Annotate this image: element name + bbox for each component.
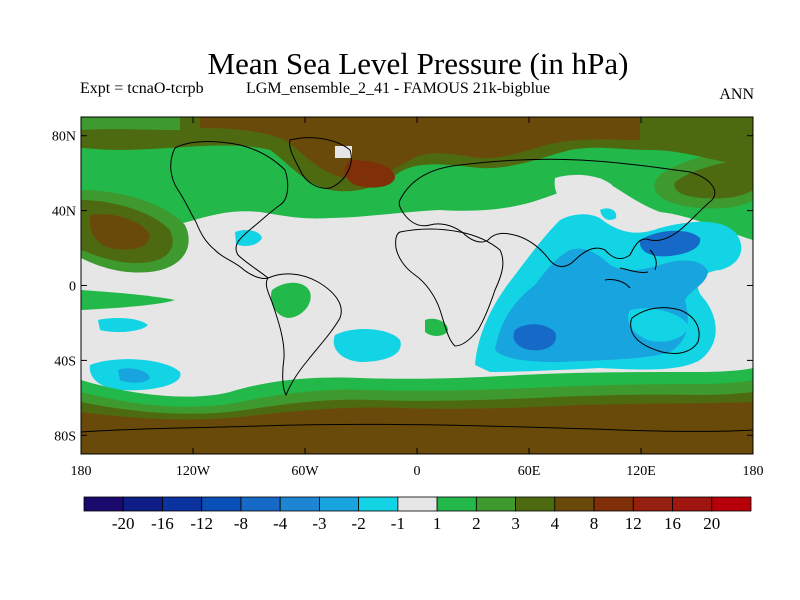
colorbar-label: 8 xyxy=(590,514,599,533)
field-blue-indian xyxy=(513,324,556,351)
lon-tick-label: 120E xyxy=(626,464,656,479)
field-npac-east-inner xyxy=(674,160,753,199)
field-cyan-australia xyxy=(628,308,688,342)
lat-tick-label: 80N xyxy=(52,130,76,145)
field-blob-amazon xyxy=(270,282,311,318)
colorbar-label: -4 xyxy=(273,514,288,533)
field-patch-1 xyxy=(335,146,352,158)
colorbar-swatch xyxy=(475,496,516,512)
latitude-axis: 80N 40N 0 40S 80S xyxy=(52,130,753,444)
coast-africa xyxy=(395,228,504,347)
field-greenland-rust xyxy=(344,160,395,188)
colorbar-swatch xyxy=(201,496,242,512)
colorbar-label: 20 xyxy=(703,514,720,533)
colorbar-swatch xyxy=(122,496,163,512)
lon-tick-label: 180 xyxy=(743,464,764,479)
colorbar-swatch xyxy=(554,496,595,512)
colorbar-swatch xyxy=(632,496,673,512)
colorbar-label: -16 xyxy=(151,514,174,533)
field-blue-westpacific xyxy=(639,230,701,257)
colorbar-label: -1 xyxy=(391,514,405,533)
coastlines xyxy=(81,137,753,433)
field-arctic-brown xyxy=(200,117,640,179)
lon-tick-label: 60W xyxy=(291,464,319,479)
colorbar-labels: -20 -16 -12 -8 -4 -3 -2 -1 1 2 3 4 8 12 16 20 xyxy=(112,514,720,533)
colorbar-swatch xyxy=(593,496,634,512)
lat-tick-label: 40N xyxy=(52,205,76,220)
field-ne-corner xyxy=(640,117,753,135)
lon-tick-label: 60E xyxy=(518,464,541,479)
colorbar-swatch xyxy=(83,496,124,512)
lat-tick-label: 80S xyxy=(54,429,76,444)
colorbar-swatch xyxy=(711,496,752,512)
field-cyan-satl xyxy=(333,328,401,362)
colorbar-label: 2 xyxy=(472,514,481,533)
colorbar-label: 3 xyxy=(511,514,520,533)
field-blob-tropical-pacific xyxy=(81,290,175,310)
colorbar-label: 4 xyxy=(551,514,560,533)
colorbar-swatch xyxy=(397,496,438,512)
colorbar-label: -3 xyxy=(312,514,326,533)
lon-tick-label: 120W xyxy=(176,464,211,479)
colorbar-swatch xyxy=(672,496,713,512)
longitude-axis: 180 120W 60W 0 60E 120E 180 xyxy=(71,117,764,479)
field-cyan-caribbean xyxy=(235,230,262,246)
experiment-label: Expt = tcnaO-tcrpb xyxy=(80,80,204,97)
field-sky-spac xyxy=(118,368,150,383)
lon-tick-label: 0 xyxy=(414,464,421,479)
lon-tick-label: 180 xyxy=(71,464,92,479)
field-cyan-pac-1 xyxy=(98,317,148,333)
coast-australia xyxy=(630,307,700,355)
season-label: ANN xyxy=(719,86,754,103)
field-npac-west-core xyxy=(89,214,150,250)
field-cyan-asia-small xyxy=(600,208,617,220)
colorbar-label: -12 xyxy=(190,514,213,533)
ensemble-label: LGM_ensemble_2_41 - FAMOUS 21k-bigblue xyxy=(246,80,551,97)
field-layer xyxy=(81,117,753,454)
coast-eurasia xyxy=(398,158,716,267)
field-antarctic-brown xyxy=(81,402,753,454)
field-nw-corner xyxy=(81,117,180,130)
colorbar-label: 12 xyxy=(625,514,642,533)
colorbar-label: -20 xyxy=(112,514,135,533)
colorbar xyxy=(83,496,752,512)
lat-tick-label: 40S xyxy=(54,354,76,369)
colorbar-swatch xyxy=(515,496,556,512)
colorbar-label: 16 xyxy=(664,514,681,533)
colorbar-swatch xyxy=(358,496,399,512)
coast-south-america xyxy=(265,273,342,397)
coast-north-america xyxy=(170,141,289,279)
coast-indonesia xyxy=(604,249,657,289)
field-blob-southatlantic xyxy=(425,318,448,336)
colorbar-label: -2 xyxy=(352,514,366,533)
map-title: Mean Sea Level Pressure (in hPa) xyxy=(207,46,629,81)
lat-tick-label: 0 xyxy=(69,280,76,295)
colorbar-swatch xyxy=(240,496,281,512)
colorbar-swatch xyxy=(319,496,360,512)
colorbar-swatch xyxy=(279,496,320,512)
coast-greenland xyxy=(289,137,352,189)
colorbar-swatch xyxy=(436,496,477,512)
colorbar-swatch xyxy=(162,496,203,512)
colorbar-label: 1 xyxy=(433,514,442,533)
coast-antarctica xyxy=(81,423,753,433)
field-patch-2 xyxy=(554,174,614,210)
colorbar-label: -8 xyxy=(234,514,248,533)
